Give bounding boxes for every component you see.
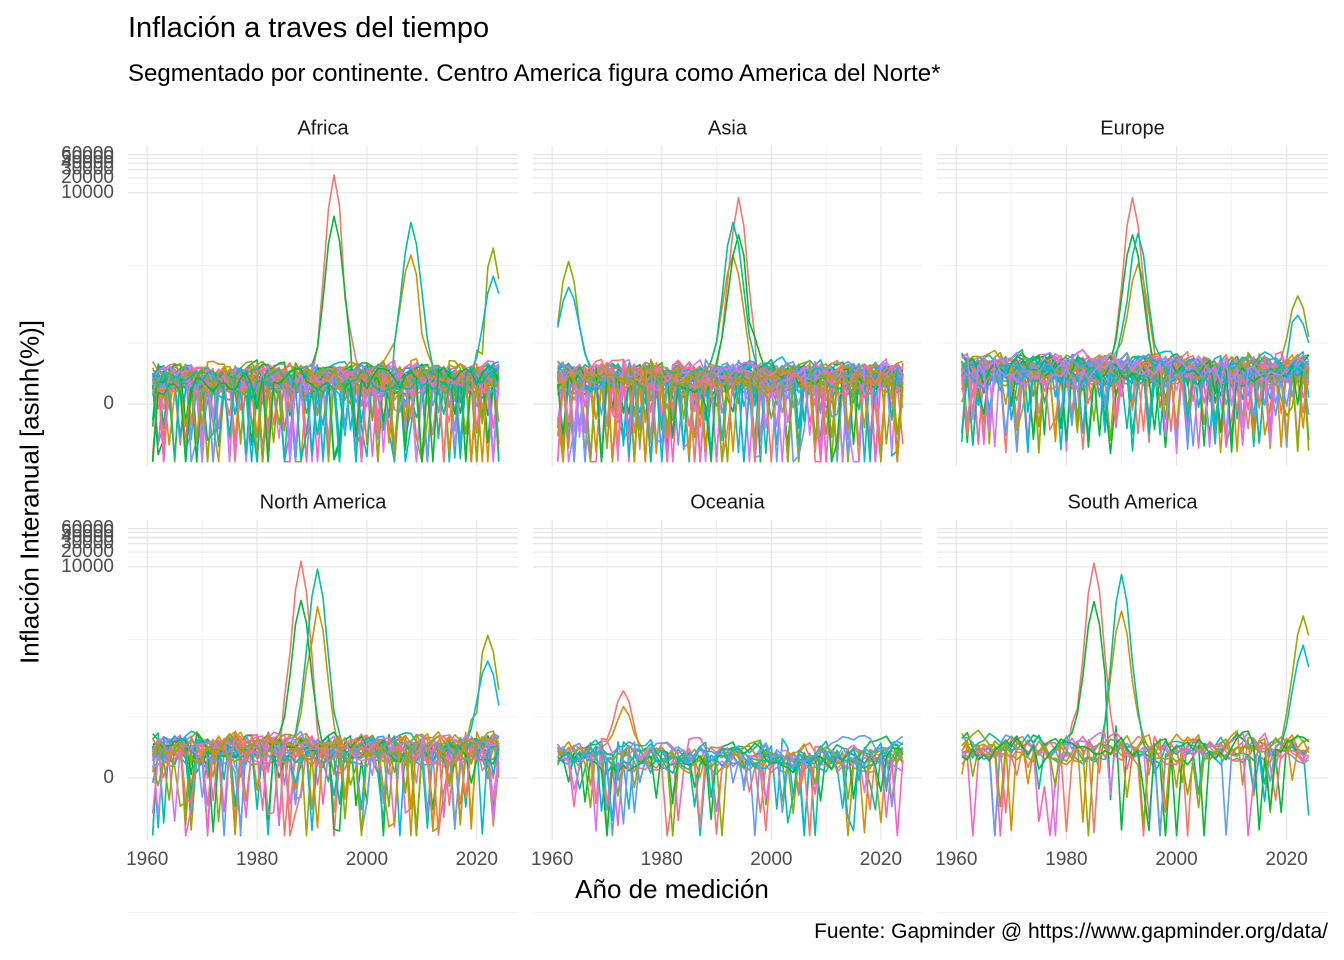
series-line-oceania-13 xyxy=(557,742,903,837)
series-line-africa-48 xyxy=(152,360,500,463)
series-line-south-america-5 xyxy=(961,573,1310,816)
facet-asia: Asia xyxy=(533,117,922,540)
chart-caption: Fuente: Gapminder @ https://www.gapminde… xyxy=(814,920,1328,943)
y-tick-label: 10000 xyxy=(61,182,114,203)
x-tick-label: 1960 xyxy=(126,849,168,870)
x-tick-label: 2020 xyxy=(860,849,902,870)
x-tick-label: 2020 xyxy=(456,849,498,870)
facet-label-north-america: North America xyxy=(260,491,388,513)
facet-label-south-america: South America xyxy=(1067,491,1198,513)
series-line-north-america-28 xyxy=(151,730,499,837)
facet-label-africa: Africa xyxy=(297,117,349,139)
y-tick-label: 20000 xyxy=(61,541,114,562)
series-line-oceania-6 xyxy=(557,737,904,837)
series-line-asia-48 xyxy=(557,360,904,463)
y-tick-label: 50000 xyxy=(61,522,114,543)
facet-europe: Europe xyxy=(937,117,1328,540)
facet-label-oceania: Oceania xyxy=(690,491,765,513)
y-tick-label: 30000 xyxy=(61,158,114,179)
y-tick-label: 40000 xyxy=(61,152,114,173)
series-line-south-america-10 xyxy=(961,737,1310,836)
x-tick-label: 1960 xyxy=(935,849,977,870)
y-tick-label: 50000 xyxy=(61,148,114,169)
series-line-europe-44 xyxy=(961,352,1310,437)
y-tick-label: 0 xyxy=(103,393,114,414)
y-tick-label: 0 xyxy=(103,767,114,788)
x-tick-label: 2000 xyxy=(346,849,388,870)
series-line-south-america-13 xyxy=(961,730,1310,832)
series-line-south-america-12 xyxy=(961,729,1310,837)
x-axis-label: Año de medición xyxy=(575,874,769,904)
y-tick-label: 60000 xyxy=(61,144,114,165)
series-line-europe-43 xyxy=(961,354,1310,437)
y-tick-label: 30000 xyxy=(61,532,114,553)
series-line-europe-40 xyxy=(961,353,1310,449)
x-tick-label: 1980 xyxy=(1045,849,1087,870)
y-tick-label: 20000 xyxy=(61,167,114,188)
series-line-oceania-15 xyxy=(557,738,904,812)
facet-label-asia: Asia xyxy=(708,117,748,139)
y-tick-label: 40000 xyxy=(61,526,114,547)
series-line-europe-38 xyxy=(961,360,1310,429)
series-line-africa-43 xyxy=(152,364,500,463)
series-line-south-america-9 xyxy=(961,731,1310,837)
x-tick-label: 1980 xyxy=(641,849,683,870)
y-axis-label: Inflación Interanual [asinh(%)] xyxy=(14,320,45,664)
chart-subtitle: Segmentado por continente. Centro Americ… xyxy=(128,60,941,87)
facet-oceania: Oceania 1960 1980 2000 2020 xyxy=(531,491,922,914)
y-tick-label: 60000 xyxy=(61,518,114,539)
x-tick-label: 2020 xyxy=(1266,849,1308,870)
series-line-oceania-16 xyxy=(557,735,904,837)
facet-label-europe: Europe xyxy=(1100,117,1165,139)
x-tick-label: 1980 xyxy=(236,849,278,870)
series-line-africa-49 xyxy=(151,365,500,463)
y-tick-label: 10000 xyxy=(61,556,114,577)
series-line-north-america-26 xyxy=(151,733,500,828)
x-tick-label: 1960 xyxy=(531,849,573,870)
series-line-north-america-30 xyxy=(151,730,500,837)
x-tick-label: 2000 xyxy=(750,849,792,870)
facet-south-america: South America 1960 1980 2000 2020 xyxy=(935,491,1328,914)
series-line-europe-41 xyxy=(961,356,1309,452)
series-line-north-america-20 xyxy=(152,730,500,830)
x-tick-label: 2000 xyxy=(1155,849,1197,870)
chart-title: Inflación a traves del tiempo xyxy=(128,12,490,44)
series-line-africa-50 xyxy=(151,366,500,463)
series-line-asia-44 xyxy=(557,359,904,463)
series-line-europe-36 xyxy=(961,351,1310,444)
series-line-asia-47 xyxy=(556,363,904,463)
facet-north-america: North America 0 10000200003000040000500006… xyxy=(61,491,518,914)
